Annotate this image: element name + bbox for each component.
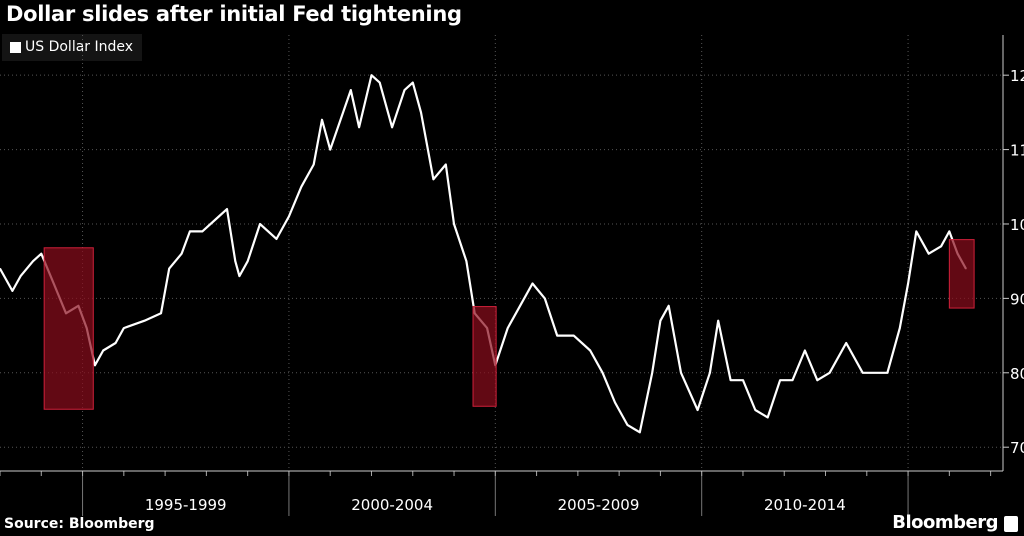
- data-point: [123, 327, 125, 329]
- data-point: [32, 260, 34, 262]
- data-point: [432, 178, 435, 181]
- data-point: [180, 252, 183, 255]
- data-point: [709, 371, 711, 374]
- data-point: [358, 126, 360, 129]
- data-point: [94, 364, 96, 367]
- data-point: [201, 230, 204, 233]
- data-point: [238, 275, 241, 277]
- legend-swatch: [10, 41, 21, 53]
- data-point: [378, 81, 381, 84]
- data-point: [160, 312, 162, 315]
- data-point: [143, 319, 146, 322]
- data-point: [667, 305, 670, 307]
- data-point: [601, 371, 604, 374]
- y-tick-label: 70: [1010, 439, 1024, 457]
- data-point: [940, 245, 942, 248]
- y-tick-label: 120: [1010, 67, 1024, 85]
- data-point: [651, 371, 653, 374]
- highlight-box: [948, 239, 975, 309]
- y-tick-label: 110: [1010, 142, 1024, 160]
- data-point: [717, 319, 719, 322]
- data-point: [329, 148, 332, 151]
- x-period-label: 2010-2014: [764, 496, 846, 514]
- data-point: [189, 230, 191, 233]
- y-tick-label: 100: [1010, 216, 1024, 234]
- data-point: [465, 260, 468, 262]
- data-point: [19, 275, 22, 277]
- data-point: [556, 334, 559, 337]
- data-point: [886, 371, 889, 374]
- data-point: [350, 89, 352, 91]
- x-period-label: 2005-2009: [558, 496, 640, 514]
- bloomberg-icon: [1004, 516, 1018, 532]
- data-point: [288, 215, 290, 218]
- data-point: [0, 267, 1, 270]
- highlight-box: [43, 247, 94, 410]
- data-point: [226, 208, 228, 210]
- y-tick-label: 80: [1010, 365, 1024, 383]
- data-point: [572, 334, 575, 337]
- data-point: [729, 379, 732, 382]
- data-point: [168, 267, 171, 270]
- data-point: [948, 230, 951, 233]
- data-point: [40, 252, 43, 255]
- data-point: [907, 282, 909, 285]
- data-point: [420, 111, 422, 114]
- x-period-label: 1995-1999: [145, 496, 227, 514]
- data-point: [411, 81, 414, 84]
- data-point: [589, 349, 592, 352]
- data-point: [804, 349, 806, 352]
- legend-label: US Dollar Index: [25, 39, 134, 55]
- data-point: [275, 238, 278, 240]
- x-period-label: 2000-2004: [351, 496, 433, 514]
- data-point: [444, 163, 447, 166]
- data-point: [519, 305, 521, 307]
- data-point: [614, 401, 616, 404]
- data-point: [234, 260, 237, 262]
- highlight-box: [472, 306, 497, 407]
- data-point: [403, 89, 406, 91]
- data-point: [828, 371, 831, 374]
- data-point: [861, 371, 864, 374]
- data-point: [321, 119, 323, 121]
- chart-title: Dollar slides after initial Fed tighteni…: [6, 2, 462, 26]
- data-point: [11, 290, 14, 292]
- y-tick-label: 90: [1010, 290, 1024, 308]
- data-point: [899, 327, 901, 329]
- data-point: [246, 260, 249, 262]
- data-point: [816, 379, 819, 382]
- data-point: [742, 379, 744, 382]
- data-point: [531, 282, 534, 285]
- data-point: [927, 252, 930, 255]
- data-point: [626, 424, 629, 426]
- data-point: [391, 126, 393, 129]
- data-point: [659, 319, 662, 322]
- data-point: [754, 409, 757, 411]
- brand-logo: Bloomberg: [892, 512, 998, 533]
- data-point: [453, 223, 455, 225]
- data-point: [696, 409, 699, 411]
- data-point: [300, 185, 303, 188]
- data-point: [638, 431, 641, 434]
- data-point: [766, 416, 769, 419]
- legend: US Dollar Index: [2, 34, 143, 61]
- data-point: [259, 223, 261, 225]
- data-point: [102, 349, 104, 352]
- data-point: [779, 379, 781, 382]
- data-point: [878, 371, 880, 374]
- source-note: Source: Bloomberg: [4, 516, 155, 532]
- data-point: [370, 74, 373, 76]
- data-point: [506, 327, 509, 329]
- data-point: [791, 379, 794, 382]
- data-point: [217, 215, 220, 218]
- data-point: [680, 371, 682, 374]
- data-point: [312, 163, 315, 166]
- data-point: [544, 297, 546, 300]
- data-point: [114, 342, 117, 344]
- data-point: [845, 342, 847, 344]
- data-point: [915, 230, 918, 233]
